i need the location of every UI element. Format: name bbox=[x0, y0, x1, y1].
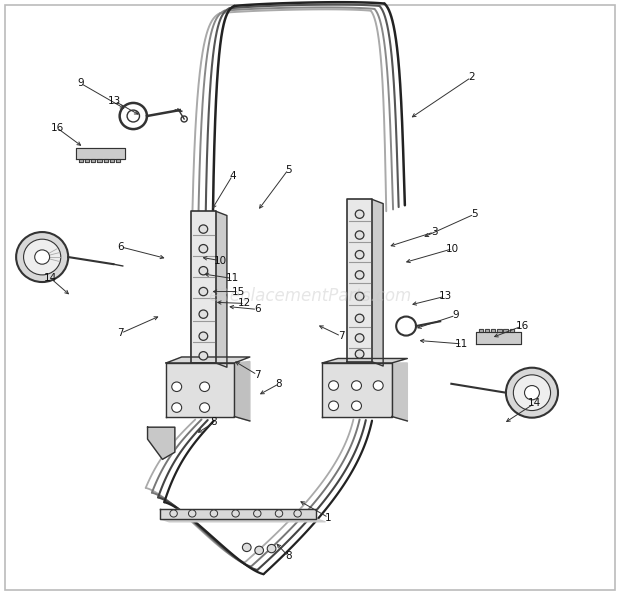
Text: 4: 4 bbox=[229, 171, 236, 180]
Text: 7: 7 bbox=[254, 370, 260, 380]
Circle shape bbox=[210, 510, 218, 517]
Circle shape bbox=[329, 381, 339, 390]
Circle shape bbox=[232, 510, 239, 517]
Text: 8: 8 bbox=[211, 418, 217, 427]
Text: 14: 14 bbox=[528, 399, 541, 408]
Text: 9: 9 bbox=[78, 79, 84, 88]
Text: 12: 12 bbox=[238, 299, 252, 308]
Text: 15: 15 bbox=[232, 287, 246, 296]
Polygon shape bbox=[97, 159, 102, 162]
Circle shape bbox=[200, 382, 210, 392]
Polygon shape bbox=[510, 329, 514, 332]
Circle shape bbox=[255, 546, 264, 555]
Circle shape bbox=[16, 232, 68, 282]
Polygon shape bbox=[104, 159, 108, 162]
Text: 10: 10 bbox=[446, 244, 459, 253]
Circle shape bbox=[506, 368, 558, 418]
Polygon shape bbox=[497, 329, 502, 332]
Polygon shape bbox=[148, 427, 175, 459]
Circle shape bbox=[355, 334, 364, 342]
Circle shape bbox=[329, 401, 339, 411]
Circle shape bbox=[199, 267, 208, 275]
Text: 8: 8 bbox=[285, 552, 291, 561]
Circle shape bbox=[355, 350, 364, 358]
Polygon shape bbox=[372, 199, 383, 366]
Circle shape bbox=[352, 381, 361, 390]
Text: 6: 6 bbox=[118, 242, 124, 252]
Polygon shape bbox=[166, 363, 234, 416]
Polygon shape bbox=[191, 211, 216, 363]
Circle shape bbox=[199, 310, 208, 318]
Circle shape bbox=[199, 332, 208, 340]
Text: 11: 11 bbox=[226, 274, 239, 283]
Circle shape bbox=[267, 544, 276, 553]
Polygon shape bbox=[491, 329, 495, 332]
Polygon shape bbox=[347, 199, 372, 362]
Circle shape bbox=[242, 543, 251, 552]
Circle shape bbox=[355, 292, 364, 300]
Text: 1: 1 bbox=[326, 513, 332, 522]
Circle shape bbox=[275, 510, 283, 517]
Polygon shape bbox=[116, 159, 120, 162]
Polygon shape bbox=[160, 509, 316, 519]
Circle shape bbox=[200, 403, 210, 412]
Polygon shape bbox=[503, 329, 508, 332]
Circle shape bbox=[170, 510, 177, 517]
Circle shape bbox=[24, 239, 61, 275]
Circle shape bbox=[355, 250, 364, 259]
Text: 16: 16 bbox=[515, 321, 529, 331]
Polygon shape bbox=[322, 363, 392, 416]
Circle shape bbox=[294, 510, 301, 517]
Polygon shape bbox=[392, 363, 407, 421]
Circle shape bbox=[254, 510, 261, 517]
Polygon shape bbox=[234, 362, 250, 421]
Polygon shape bbox=[79, 159, 83, 162]
Circle shape bbox=[355, 210, 364, 218]
Circle shape bbox=[355, 231, 364, 239]
Circle shape bbox=[355, 314, 364, 322]
Polygon shape bbox=[322, 358, 407, 363]
Polygon shape bbox=[160, 519, 326, 522]
Circle shape bbox=[35, 250, 50, 264]
Text: 8: 8 bbox=[276, 379, 282, 389]
Polygon shape bbox=[476, 332, 521, 344]
Text: 11: 11 bbox=[455, 339, 469, 349]
Polygon shape bbox=[91, 159, 95, 162]
Polygon shape bbox=[166, 357, 250, 363]
Circle shape bbox=[172, 403, 182, 412]
Text: 10: 10 bbox=[213, 256, 227, 265]
Text: 13: 13 bbox=[438, 292, 452, 301]
Circle shape bbox=[352, 401, 361, 411]
Text: 9: 9 bbox=[453, 311, 459, 320]
Text: 14: 14 bbox=[44, 274, 58, 283]
Text: 7: 7 bbox=[338, 331, 344, 341]
Circle shape bbox=[355, 271, 364, 279]
Text: 3: 3 bbox=[431, 227, 437, 237]
Polygon shape bbox=[85, 159, 89, 162]
Circle shape bbox=[199, 287, 208, 296]
Text: 5: 5 bbox=[285, 165, 291, 174]
Text: 6: 6 bbox=[254, 305, 260, 314]
Text: 5: 5 bbox=[471, 209, 477, 219]
Polygon shape bbox=[485, 329, 489, 332]
Text: eReplacementParts.com: eReplacementParts.com bbox=[208, 287, 412, 305]
Circle shape bbox=[172, 382, 182, 392]
Circle shape bbox=[188, 510, 196, 517]
Circle shape bbox=[199, 245, 208, 253]
Text: 13: 13 bbox=[108, 96, 122, 106]
Circle shape bbox=[513, 375, 551, 411]
Text: 16: 16 bbox=[50, 123, 64, 133]
Polygon shape bbox=[216, 211, 227, 367]
Text: 2: 2 bbox=[468, 73, 474, 82]
Polygon shape bbox=[479, 329, 483, 332]
Text: 7: 7 bbox=[118, 328, 124, 338]
Circle shape bbox=[373, 381, 383, 390]
Polygon shape bbox=[76, 148, 125, 159]
Polygon shape bbox=[110, 159, 114, 162]
Circle shape bbox=[199, 352, 208, 360]
Circle shape bbox=[199, 225, 208, 233]
Circle shape bbox=[525, 386, 539, 400]
